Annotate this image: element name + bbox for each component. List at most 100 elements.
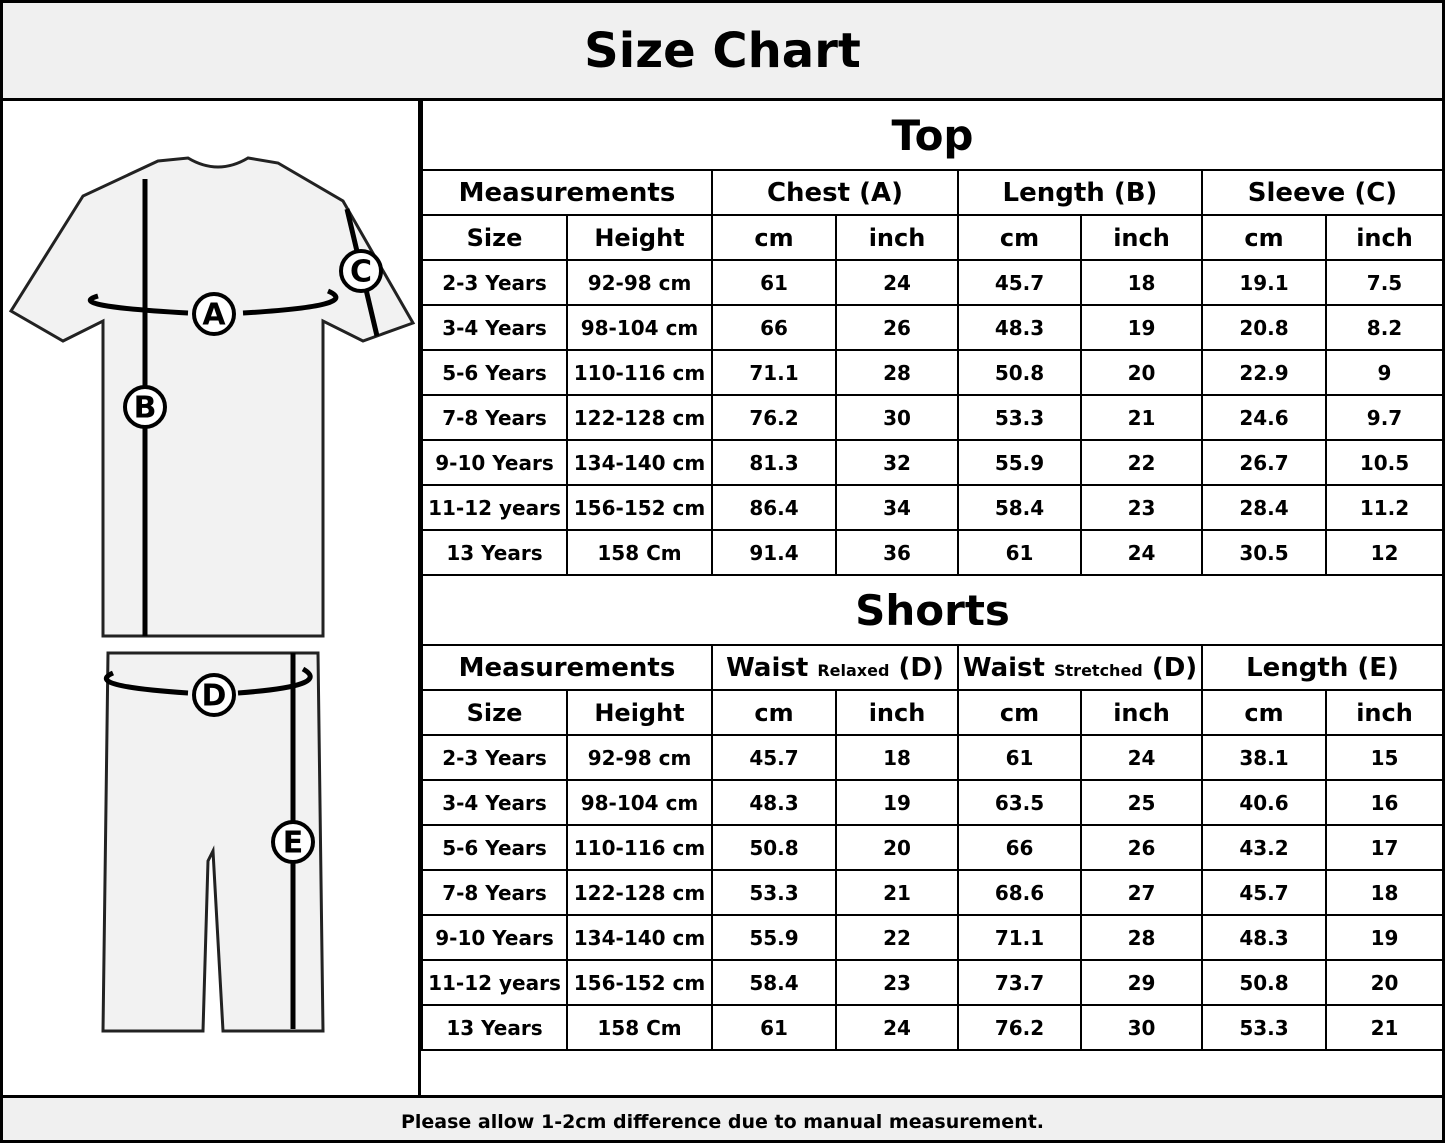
- cell: 24: [1080, 734, 1203, 781]
- section-title: Top: [421, 101, 1442, 171]
- cell: 9-10 Years: [421, 439, 568, 486]
- subheader: Height: [566, 689, 713, 736]
- cell: 158 Cm: [566, 1004, 713, 1051]
- cell: 48.3: [957, 304, 1082, 351]
- cell: 81.3: [711, 439, 837, 486]
- cell: 38.1: [1201, 734, 1327, 781]
- cell: 21: [835, 869, 959, 916]
- section-row: Shorts: [420, 576, 1442, 646]
- cell: 24: [1080, 529, 1203, 576]
- group-row: Measurements Waist Relaxed (D) Waist Stret…: [421, 644, 1442, 691]
- cell: 40.6: [1201, 779, 1327, 826]
- cell: 22: [835, 914, 959, 961]
- label-d: D: [202, 679, 227, 714]
- cell: 9.7: [1325, 394, 1442, 441]
- cell: 68.6: [957, 869, 1082, 916]
- subheader: inch: [1080, 689, 1203, 736]
- cell: 50.8: [957, 349, 1082, 396]
- group-suffix: (D): [898, 652, 944, 683]
- cell: 18: [1324, 869, 1442, 916]
- cell: 30: [1080, 1004, 1203, 1051]
- cell: 5-6 Years: [421, 824, 568, 871]
- cell: 13 Years: [421, 529, 568, 576]
- cell: 20: [1324, 959, 1442, 1006]
- cell: 9-10 Years: [421, 914, 568, 961]
- cell: 50.8: [711, 824, 837, 871]
- cell: 22.9: [1201, 349, 1327, 396]
- label-a: A: [202, 298, 226, 333]
- data-row: 2-3 Years 92-98 cm 61 24 45.7 18 19.1 7.5: [421, 259, 1442, 306]
- subheader: cm: [711, 214, 837, 261]
- cell: 18: [835, 734, 959, 781]
- cell: 34: [835, 484, 959, 531]
- data-row: 5-6 Years 110-116 cm 71.1 28 50.8 20 22.9 9: [421, 349, 1442, 396]
- label-e: E: [283, 826, 304, 861]
- group-main: Waist: [726, 652, 809, 683]
- cell: 61: [711, 1004, 837, 1051]
- cell: 2-3 Years: [421, 734, 568, 781]
- cell: 2-3 Years: [421, 259, 568, 306]
- cell: 86.4: [711, 484, 837, 531]
- data-row: 2-3 Years 92-98 cm 45.7 18 61 24 38.1 15: [421, 734, 1442, 781]
- data-row: 3-4 Years 98-104 cm 66 26 48.3 19 20.8 8.2: [421, 304, 1442, 351]
- cell: 12: [1325, 529, 1442, 576]
- cell: 50.8: [1201, 959, 1327, 1006]
- cell: 73.7: [957, 959, 1082, 1006]
- group-header: Length (B): [957, 169, 1203, 216]
- cell: 5-6 Years: [421, 349, 568, 396]
- cell: 122-128 cm: [566, 869, 713, 916]
- subheader-row: Size Height cm inch cm inch cm inch: [421, 214, 1442, 261]
- cell: 29: [1080, 959, 1203, 1006]
- cell: 7-8 Years: [421, 869, 568, 916]
- cell: 16: [1324, 779, 1442, 826]
- cell: 22: [1080, 439, 1203, 486]
- cell: 26: [835, 304, 959, 351]
- cell: 134-140 cm: [566, 914, 713, 961]
- subheader: inch: [1325, 214, 1442, 261]
- subheader: inch: [835, 214, 959, 261]
- cell: 58.4: [957, 484, 1082, 531]
- cell: 8.2: [1325, 304, 1442, 351]
- cell: 32: [835, 439, 959, 486]
- cell: 63.5: [957, 779, 1082, 826]
- cell: 48.3: [1201, 914, 1327, 961]
- cell: 156-152 cm: [566, 484, 713, 531]
- cell: 28: [835, 349, 959, 396]
- subheader: cm: [957, 689, 1082, 736]
- cell: 18: [1080, 259, 1203, 306]
- cell: 110-116 cm: [566, 349, 713, 396]
- tables: Top Measurements Chest (A) Length (B) Sleeve…: [420, 101, 1442, 1051]
- garment-drawing: A B C D E: [8, 156, 416, 1033]
- shirt-outline: [8, 156, 416, 638]
- size-table: Shorts Measurements Waist Relaxed (D) Waist…: [420, 576, 1442, 1051]
- diagram: A B C D E: [3, 101, 421, 1095]
- measurements-header: Measurements: [421, 169, 713, 216]
- cell: 53.3: [1201, 1004, 1327, 1051]
- cell: 53.3: [957, 394, 1082, 441]
- cell: 61: [957, 529, 1082, 576]
- subheader: inch: [835, 689, 959, 736]
- subheader: inch: [1324, 689, 1442, 736]
- cell: 71.1: [957, 914, 1082, 961]
- cell: 21: [1080, 394, 1203, 441]
- cell: 156-152 cm: [566, 959, 713, 1006]
- cell: 55.9: [711, 914, 837, 961]
- group-header: Waist Stretched (D): [957, 644, 1203, 691]
- footer-note: Please allow 1-2cm difference due to man…: [3, 1095, 1442, 1140]
- data-row: 7-8 Years 122-128 cm 53.3 21 68.6 27 45.7 18: [421, 869, 1442, 916]
- group-note: Stretched: [1054, 660, 1143, 680]
- subheader: cm: [957, 214, 1082, 261]
- group-note: Relaxed: [817, 660, 890, 680]
- cell: 91.4: [711, 529, 837, 576]
- cell: 98-104 cm: [566, 304, 713, 351]
- cell: 158 Cm: [566, 529, 713, 576]
- cell: 30: [835, 394, 959, 441]
- cell: 27: [1080, 869, 1203, 916]
- cell: 7.5: [1325, 259, 1442, 306]
- cell: 98-104 cm: [566, 779, 713, 826]
- cell: 122-128 cm: [566, 394, 713, 441]
- data-row: 11-12 years 156-152 cm 86.4 34 58.4 23 28.4 11.…: [421, 484, 1442, 531]
- data-row: 9-10 Years 134-140 cm 55.9 22 71.1 28 48.3 19: [421, 914, 1442, 961]
- subheader: cm: [711, 689, 837, 736]
- group-row: Measurements Chest (A) Length (B) Sleeve (C…: [421, 169, 1442, 216]
